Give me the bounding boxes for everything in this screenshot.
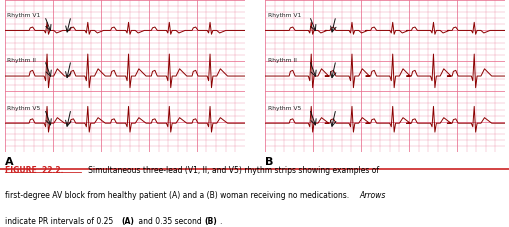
Text: first-degree AV block from healthy patient (A) and a (B) woman receiving no medi: first-degree AV block from healthy patie… xyxy=(5,191,351,200)
Text: (A): (A) xyxy=(121,217,134,226)
Text: Rhythm V5: Rhythm V5 xyxy=(8,106,41,111)
Text: FIGURE  22.2.: FIGURE 22.2. xyxy=(5,165,64,175)
Text: Rhythm V1: Rhythm V1 xyxy=(8,13,41,18)
Text: Rhythm II: Rhythm II xyxy=(8,58,36,63)
Text: indicate PR intervals of 0.25: indicate PR intervals of 0.25 xyxy=(5,217,116,226)
Text: Simultaneous three-lead (V1, II, and V5) rhythm strips showing examples of: Simultaneous three-lead (V1, II, and V5)… xyxy=(80,165,378,175)
Text: .: . xyxy=(218,217,221,226)
Text: A: A xyxy=(5,157,14,167)
Text: Rhythm V5: Rhythm V5 xyxy=(267,106,300,111)
Text: Rhythm V1: Rhythm V1 xyxy=(267,13,300,18)
Text: (B): (B) xyxy=(204,217,216,226)
Text: Rhythm II: Rhythm II xyxy=(267,58,296,63)
Text: B: B xyxy=(265,157,273,167)
Text: Arrows: Arrows xyxy=(359,191,385,200)
Text: and 0.35 second: and 0.35 second xyxy=(136,217,204,226)
